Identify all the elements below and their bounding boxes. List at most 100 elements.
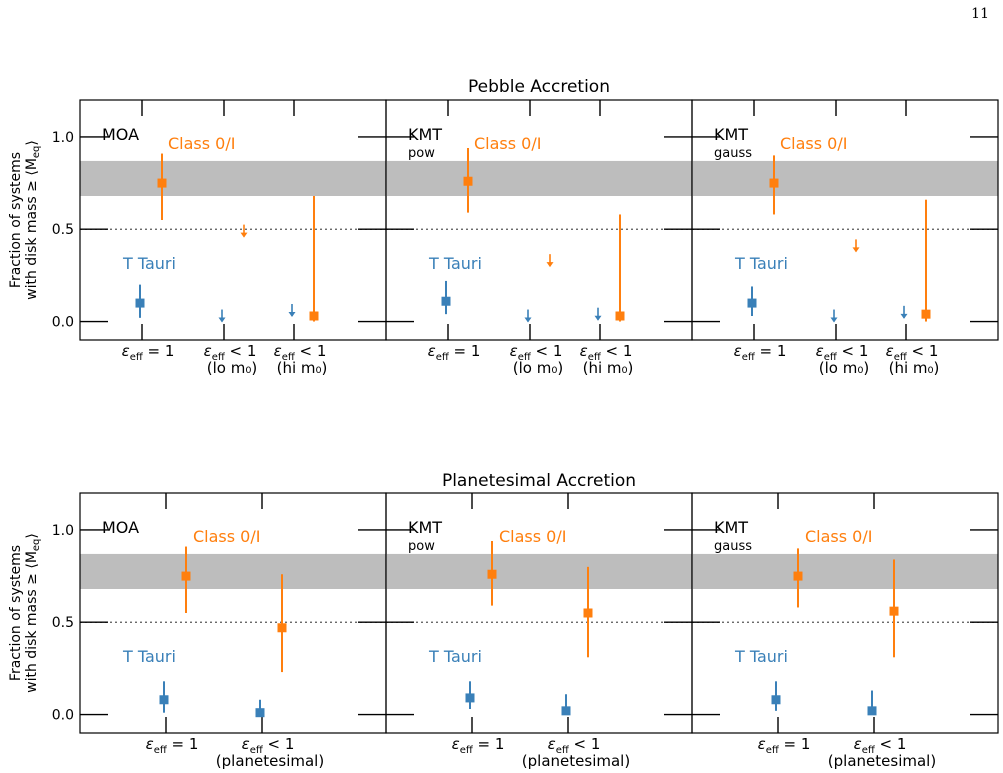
x-label-subscript: eff <box>824 352 838 363</box>
x-label-relation: = 1 <box>167 735 199 753</box>
confidence-band <box>692 553 998 589</box>
data-point <box>487 569 497 579</box>
x-label-subscript: eff <box>862 745 876 756</box>
data-point <box>561 706 571 716</box>
y-tick-label: 0.5 <box>52 222 74 238</box>
x-tick-label: εeff < 1 <box>274 342 327 363</box>
confidence-band <box>386 553 692 589</box>
x-label-relation: < 1 <box>907 342 939 360</box>
x-label-subscript: eff <box>894 352 908 363</box>
x-label-symbol: ε <box>758 735 766 753</box>
panel-label: KMT <box>714 518 748 537</box>
x-tick-label: εeff < 1 <box>580 342 633 363</box>
data-point <box>277 623 287 633</box>
x-tick-label: εeff = 1 <box>428 342 481 363</box>
x-tick-label: εeff = 1 <box>146 735 199 756</box>
confidence-band <box>80 553 386 589</box>
x-tick-label-line2: (hi m₀) <box>889 359 940 377</box>
x-label-symbol: ε <box>146 735 154 753</box>
class-0-1-label: Class 0/I <box>780 134 847 153</box>
row-planetesimal: Planetesimal Accretion 0.0 0.5 1.0 MOA Class … <box>8 471 999 770</box>
x-tick-label-line2: (lo m₀) <box>207 359 257 377</box>
confidence-band <box>386 160 692 196</box>
x-label-subscript: eff <box>588 352 602 363</box>
upper-limit-arrow <box>288 312 296 317</box>
x-label-symbol: ε <box>274 342 282 360</box>
panel-label: KMT <box>408 518 442 537</box>
x-label-symbol: ε <box>734 342 742 360</box>
row-title: Pebble Accretion <box>468 77 610 97</box>
data-point <box>867 706 877 716</box>
x-label-subscript: eff <box>282 352 296 363</box>
class-0-1-label: Class 0/I <box>805 527 872 546</box>
data-point <box>441 296 451 306</box>
y-axis-label-sub: eq <box>31 146 42 159</box>
y-axis-label-close: ⟩ <box>24 533 40 538</box>
x-label-relation: = 1 <box>779 735 811 753</box>
data-point <box>463 176 473 186</box>
data-point <box>159 695 169 705</box>
panel-label: KMT <box>714 125 748 144</box>
x-label-symbol: ε <box>122 342 130 360</box>
x-tick-label-line2: (hi m₀) <box>583 359 634 377</box>
row-title: Planetesimal Accretion <box>442 471 636 491</box>
y-tick-label: 0.0 <box>52 315 74 331</box>
data-point <box>465 693 475 703</box>
x-tick-label-line2: (planetesimal) <box>522 752 630 770</box>
x-tick-label-line2: (lo m₀) <box>819 359 869 377</box>
x-label-symbol: ε <box>510 342 518 360</box>
t-tauri-label: T Tauri <box>428 254 482 273</box>
plot-frame <box>691 492 999 734</box>
data-point <box>255 708 265 718</box>
x-label-relation: = 1 <box>143 342 175 360</box>
data-point <box>157 178 167 188</box>
x-label-subscript: eff <box>436 352 450 363</box>
x-label-subscript: eff <box>556 745 570 756</box>
t-tauri-label: T Tauri <box>428 647 482 666</box>
y-axis-label: Fraction of systems <box>8 152 24 288</box>
y-tick-label: 1.0 <box>52 523 74 539</box>
upper-limit-arrow <box>524 317 532 323</box>
t-tauri-label: T Tauri <box>734 254 788 273</box>
x-label-symbol: ε <box>580 342 588 360</box>
data-point <box>771 695 781 705</box>
upper-limit-arrow <box>852 247 860 253</box>
x-label-relation: < 1 <box>569 735 601 753</box>
x-label-symbol: ε <box>886 342 894 360</box>
y-axis-label: Fraction of systems <box>8 545 24 681</box>
confidence-band <box>692 160 998 196</box>
class-0-1-label: Class 0/I <box>168 134 235 153</box>
upper-limit-arrow <box>594 315 602 321</box>
y-tick-label: 1.0 <box>52 130 74 146</box>
data-point <box>747 298 757 308</box>
x-label-symbol: ε <box>452 735 460 753</box>
x-tick-label: εeff = 1 <box>122 342 175 363</box>
y-axis-label-line2: with disk mass ≥ ⟨Meq⟩ <box>24 533 42 693</box>
x-label-relation: < 1 <box>225 342 257 360</box>
plot-frame <box>691 99 999 341</box>
t-tauri-label: T Tauri <box>734 647 788 666</box>
x-label-relation: = 1 <box>473 735 505 753</box>
x-tick-label-line2: (planetesimal) <box>828 752 936 770</box>
x-label-subscript: eff <box>518 352 532 363</box>
panel-label: MOA <box>102 518 139 537</box>
x-tick-label: εeff = 1 <box>452 735 505 756</box>
x-tick-label-line2: (lo m₀) <box>513 359 563 377</box>
x-label-subscript: eff <box>742 352 756 363</box>
x-label-symbol: ε <box>816 342 824 360</box>
y-tick-label: 0.0 <box>52 708 74 724</box>
x-tick-label-line2: (hi m₀) <box>277 359 328 377</box>
row-pebble: Pebble Accretion 0.0 0.5 1.0 MOA Class 0/I T T… <box>8 77 999 377</box>
panel-sublabel: gauss <box>714 539 752 554</box>
upper-limit-arrow <box>240 232 248 238</box>
x-tick-label: εeff < 1 <box>886 342 939 363</box>
panel-sublabel: pow <box>408 146 435 161</box>
class-0-1-label: Class 0/I <box>499 527 566 546</box>
x-tick-label: εeff < 1 <box>548 735 601 756</box>
upper-limit-arrow <box>900 313 908 319</box>
panel-label: MOA <box>102 125 139 144</box>
x-label-relation: < 1 <box>875 735 907 753</box>
y-axis-label-line2: with disk mass ≥ ⟨Meq⟩ <box>24 140 42 300</box>
